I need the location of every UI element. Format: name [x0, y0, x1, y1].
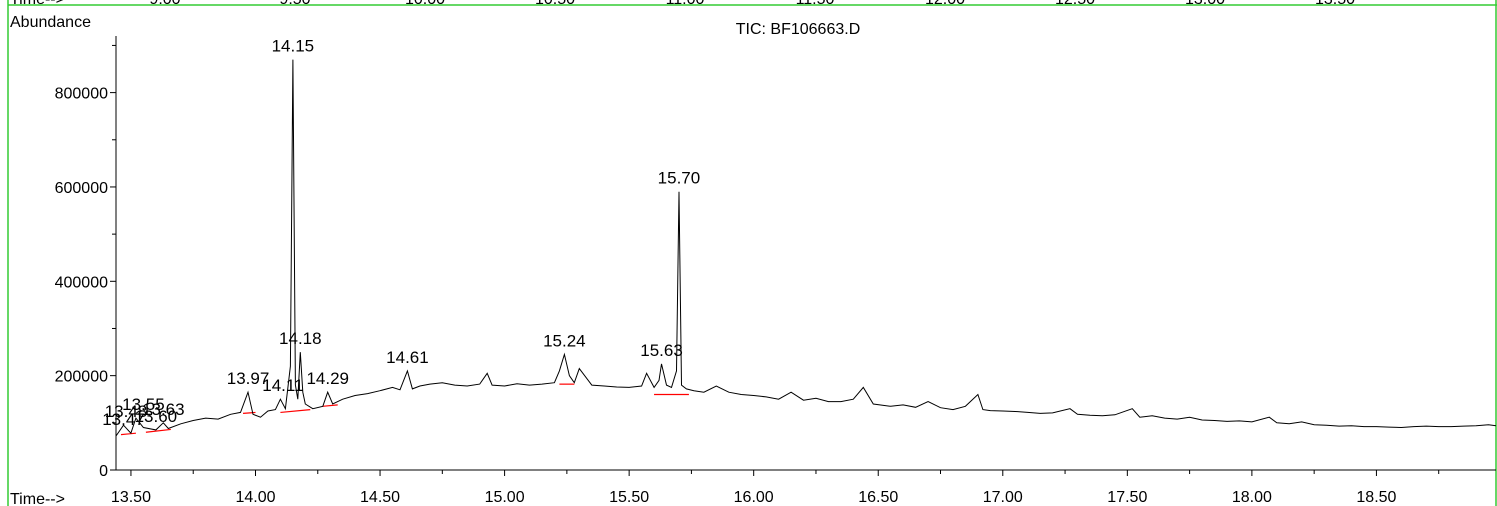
peak-label: 14.29: [306, 369, 349, 388]
peak-label: 15.70: [658, 169, 701, 188]
peak-label: 13.60: [135, 407, 178, 426]
x-tick-label: 18.50: [1356, 489, 1396, 506]
peak-label: 15.63: [640, 341, 683, 360]
baseline-segment: [322, 404, 338, 407]
peak-labels-group: 14.15 15.70 15.24 15.63 14.61 14.18 13.9714.11…: [102, 37, 700, 430]
x-tick-label: 15.50: [609, 489, 649, 506]
top-axis-tick-label: 9.50: [279, 0, 310, 8]
integration-baselines: [120, 383, 689, 436]
y-ticks-group: 0 200000 400000 600000 800000: [55, 44, 116, 480]
x-tick-label: 14.50: [360, 489, 400, 506]
y-tick-label: 200000: [55, 369, 108, 386]
peak-label: 13.97: [227, 369, 270, 388]
top-axis-tick-label: 10.50: [535, 0, 575, 8]
top-axis-tick-label: 13.50: [1315, 0, 1355, 8]
baseline-segment: [120, 432, 136, 436]
baseline-segment: [145, 428, 171, 433]
top-axis-title: Time-->: [10, 0, 65, 8]
top-axis-tick-label: 10.00: [405, 0, 445, 8]
peak-label: 14.11: [262, 376, 303, 395]
x-tick-label: 18.00: [1232, 489, 1272, 506]
top-axis-tick-label: 12.50: [1055, 0, 1095, 8]
x-tick-label: 13.50: [111, 489, 151, 506]
x-tick-label: 16.50: [858, 489, 898, 506]
top-axis-tick-label: 12.00: [925, 0, 965, 8]
x-tick-label: 14.00: [235, 489, 275, 506]
top-axis-tick-label: 13.00: [1185, 0, 1225, 8]
x-tick-label: 17.00: [983, 489, 1023, 506]
peak-label: 14.61: [386, 348, 429, 367]
top-axis-tick-label: 11.50: [796, 0, 835, 8]
baseline-segment: [242, 411, 256, 414]
y-tick-label: 0: [99, 463, 108, 480]
y-tick-label: 600000: [55, 180, 108, 197]
peak-label: 13.47: [102, 410, 145, 429]
x-tick-label: 17.50: [1107, 489, 1147, 506]
y-axis-label: Abundance: [10, 14, 91, 31]
peak-label: 15.24: [543, 331, 586, 350]
peak-label: 13.63: [142, 400, 185, 419]
baseline-segment: [280, 409, 311, 414]
peak-label: 14.18: [279, 329, 322, 348]
peak-label: 13.48: [105, 402, 148, 421]
x-ticks-group: 13.50 14.00 14.50 15.00 15.50 16.00 16.50 17.00…: [111, 470, 1440, 506]
y-tick-label: 800000: [55, 86, 108, 103]
chart-title: TIC: BF106663.D: [736, 21, 861, 38]
peak-label: 14.15: [272, 37, 315, 56]
top-axis-tick-label: 9.00: [149, 0, 180, 8]
x-tick-label: 15.00: [485, 489, 525, 506]
tic-trace-line: [115, 59, 1497, 437]
y-tick-label: 400000: [55, 274, 108, 291]
x-axis-label: Time-->: [10, 491, 65, 506]
top-axis-tick-label: 11.00: [666, 0, 705, 8]
peak-label: 13.55: [122, 395, 165, 414]
x-tick-label: 16.00: [734, 489, 774, 506]
top-axis-remnant: Time--> 9.00 9.50 10.00 10.50 11.00 11.50 12.0…: [10, 0, 1355, 8]
